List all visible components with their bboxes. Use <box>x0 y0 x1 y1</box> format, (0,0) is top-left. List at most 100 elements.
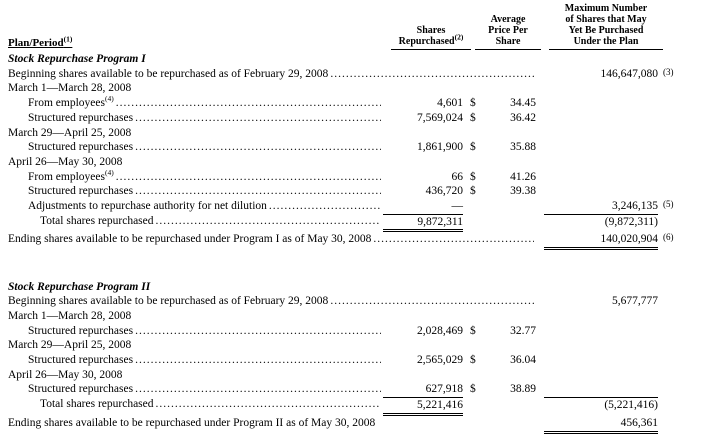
max-shares-cell <box>544 338 658 353</box>
max-shares-cell: 456,361 <box>544 416 658 434</box>
shares-cell: 9,872,311 <box>383 213 463 233</box>
max-shares-cell <box>544 126 658 141</box>
footnote-ref <box>658 79 693 94</box>
table-row: Total shares repurchased 9,872,311 (9,872,… <box>8 213 693 233</box>
table-row: From employees(4) 66 $41.26 <box>8 170 693 185</box>
row-label-cell: Total shares repurchased <box>8 397 383 416</box>
row-label-cell: Structured repurchases <box>8 324 383 339</box>
footnote-ref <box>658 278 693 293</box>
row-label-cell: Structured repurchases <box>8 382 383 397</box>
currency-symbol: $ <box>470 111 476 124</box>
row-label-cell: Structured repurchases <box>8 353 383 368</box>
row-label: From employees(4) <box>28 96 114 110</box>
footnote-ref <box>658 94 693 109</box>
table-header: Plan/Period(1) Shares Repurchased(2) Ave… <box>8 3 693 50</box>
header-line: Under the Plan <box>573 36 639 47</box>
table-row: Structured repurchases 7,569,024 $36.42 <box>8 111 693 126</box>
max-shares-cell <box>544 184 658 199</box>
footnote-marker: (4) <box>104 96 114 104</box>
footnote-marker-2: (2) <box>454 32 464 42</box>
currency-symbol: $ <box>470 324 476 337</box>
row-label: From employees(4) <box>28 169 114 183</box>
footnote-marker-1: (1) <box>63 34 73 44</box>
dot-leader <box>135 111 381 126</box>
row-label-cell: Ending shares available to be repurchase… <box>8 416 536 434</box>
dot-leader <box>330 294 534 309</box>
shares-cell: — <box>451 200 464 213</box>
table-row: Structured repurchases 2,565,029 $36.04 <box>8 353 693 368</box>
footnote-ref: (3) <box>663 66 674 77</box>
footnote-ref <box>658 109 693 124</box>
currency-symbol: $ <box>470 141 476 154</box>
row-label: Ending shares available to be repurchase… <box>8 416 376 429</box>
max-shares-cell <box>544 382 658 397</box>
max-shares-cell <box>544 368 658 383</box>
max-shares-header: Maximum Number of Shares that May Yet Be… <box>549 3 663 50</box>
row-label-cell: Structured repurchases <box>8 184 383 199</box>
row-label: Structured repurchases <box>28 185 134 198</box>
table-row: Total shares repurchased 5,221,416 (5,221,… <box>8 397 693 416</box>
header-line: Average <box>490 14 526 25</box>
currency-symbol: $ <box>470 354 476 367</box>
row-label: Beginning shares available to be repurch… <box>8 295 329 308</box>
row-label: Total shares repurchased <box>40 214 154 227</box>
table-row: Structured repurchases 2,028,469 $32.77 <box>8 324 693 339</box>
shares-cell: 4,601 <box>437 97 463 110</box>
currency-symbol: $ <box>470 170 476 183</box>
spacer-row <box>8 250 693 265</box>
row-label-cell: March 29—April 25, 2008 <box>8 126 536 141</box>
price-cell: 38.89 <box>510 383 536 396</box>
footnote-ref <box>658 414 693 432</box>
shares-cell: 2,028,469 <box>417 324 463 337</box>
max-shares-cell: (9,872,311) <box>544 213 658 233</box>
average-price-header: Average Price Per Share <box>475 14 541 50</box>
price-cell <box>496 397 536 416</box>
price-cell: 39.38 <box>510 185 536 198</box>
footnote-ref <box>658 292 693 307</box>
shares-cell: 2,565,029 <box>417 354 463 367</box>
row-label: Total shares repurchased <box>40 398 154 411</box>
row-label: March 1—March 28, 2008 <box>8 309 132 322</box>
dot-leader <box>156 397 381 412</box>
price-cell: 34.45 <box>510 97 536 110</box>
table-row: Beginning shares available to be repurch… <box>8 294 693 309</box>
max-shares-cell: 140,020,904 <box>544 232 658 251</box>
shares-repurchased-header: Shares Repurchased(2) <box>391 25 471 50</box>
row-label-cell: Ending shares available to be repurchase… <box>8 232 536 250</box>
currency-symbol <box>463 199 496 214</box>
row-label-cell: March 1—March 28, 2008 <box>8 81 536 96</box>
price-cell: 32.77 <box>510 324 536 337</box>
max-shares-cell <box>544 111 658 126</box>
shares-cell: 66 <box>451 170 464 183</box>
shares-cell: 436,720 <box>425 185 463 198</box>
row-label: Beginning shares available to be repurch… <box>8 67 329 80</box>
row-label-cell: From employees(4) <box>8 170 383 185</box>
footnote-ref: (6) <box>663 232 674 243</box>
header-line: Repurchased(2) <box>398 32 464 47</box>
price-cell <box>496 199 536 214</box>
footnote-ref <box>658 351 693 366</box>
plan-period-label: Plan/Period(1) <box>8 34 73 49</box>
row-label-cell: Adjustments to repurchase authority for … <box>8 199 383 214</box>
currency-symbol <box>463 214 496 233</box>
shares-cell: 627,918 <box>425 383 463 396</box>
dot-leader <box>135 353 381 368</box>
row-label: Structured repurchases <box>28 141 134 154</box>
dot-leader <box>116 96 381 111</box>
price-cell: 35.88 <box>510 141 536 154</box>
table-row: Stock Repurchase Program I <box>8 52 693 67</box>
row-label-cell: Total shares repurchased <box>8 214 383 233</box>
table-row: Structured repurchases 1,861,900 $35.88 <box>8 140 693 155</box>
row-label-cell: From employees(4) <box>8 96 383 111</box>
shares-cell: 5,221,416 <box>383 397 463 416</box>
currency-symbol: $ <box>470 185 476 198</box>
row-label-cell: Structured repurchases <box>8 111 383 126</box>
row-label: March 29—April 25, 2008 <box>8 339 132 352</box>
table-row: Ending shares available to be repurchase… <box>8 416 693 434</box>
row-label: March 29—April 25, 2008 <box>8 126 132 139</box>
table-row: March 29—April 25, 2008 <box>8 338 693 353</box>
table-row: Structured repurchases 627,918 $38.89 <box>8 382 693 397</box>
table-row: March 1—March 28, 2008 <box>8 309 693 324</box>
header-line: Maximum Number <box>564 3 648 14</box>
